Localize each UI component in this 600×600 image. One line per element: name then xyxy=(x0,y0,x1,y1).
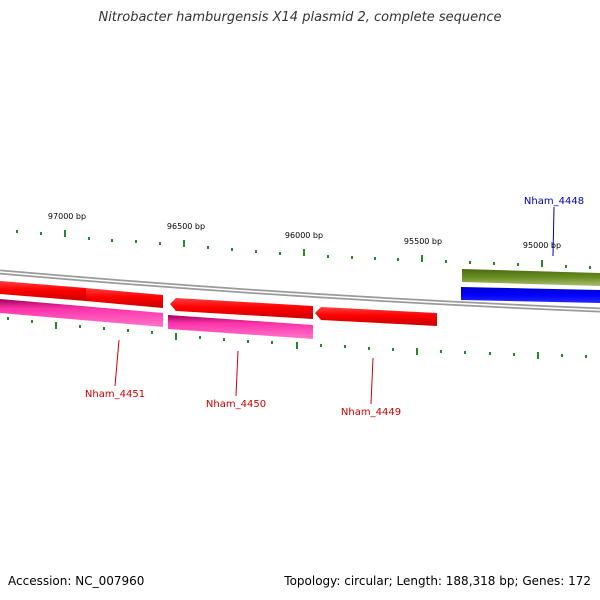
leader-line-nham-4449 xyxy=(370,357,374,405)
gene-label-nham-4450: Nham_4450 xyxy=(206,399,266,410)
ruler-label-95500: 95500 bp xyxy=(404,237,442,246)
gene-label-nham-4448: Nham_4448 xyxy=(524,196,584,207)
accession-text: Accession: NC_007960 xyxy=(8,574,145,588)
cds-arrow-4 xyxy=(315,307,437,326)
ruler-label-97000: 97000 bp xyxy=(48,212,86,221)
blue-feature-bar xyxy=(461,287,600,303)
leader-line-nham-4451 xyxy=(114,339,120,387)
gene-bar-2 xyxy=(168,315,313,339)
lower-tick-row xyxy=(7,317,587,359)
backbone-inner xyxy=(0,271,600,311)
leader-line-nham-4448 xyxy=(552,206,555,257)
cds-arrow-3 xyxy=(170,298,313,319)
olive-feature-bar xyxy=(462,269,600,286)
ruler-label-96500: 96500 bp xyxy=(167,222,205,231)
map-title: Nitrobacter hamburgensis X14 plasmid 2, … xyxy=(98,10,502,25)
cds-arrow-2 xyxy=(86,288,163,308)
gene-bar-1 xyxy=(0,299,163,327)
cds-arrow-1 xyxy=(0,281,86,301)
gene-label-nham-4449: Nham_4449 xyxy=(341,407,401,418)
upper-tick-row xyxy=(16,230,591,269)
ruler-label-96000: 96000 bp xyxy=(285,231,323,240)
sequence-stats-text: Topology: circular; Length: 188,318 bp; … xyxy=(284,574,591,588)
leader-line-nham-4450 xyxy=(235,350,239,397)
gene-label-nham-4451: Nham_4451 xyxy=(85,389,145,400)
ruler-label-95000: 95000 bp xyxy=(523,241,561,250)
